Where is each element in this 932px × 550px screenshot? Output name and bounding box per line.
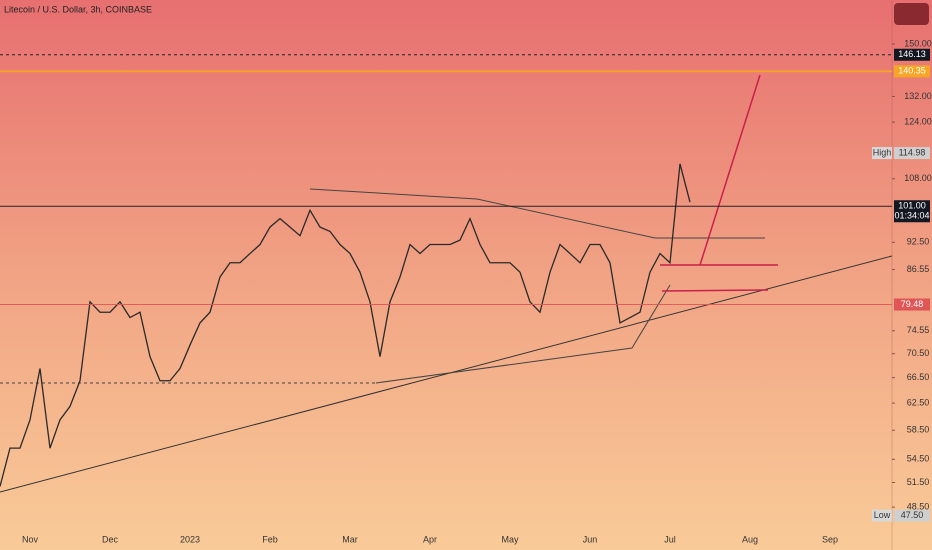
x-tick-label: Jul (664, 534, 676, 544)
y-tick-label: 92.50 (907, 237, 930, 247)
x-tick-label: May (501, 534, 519, 544)
y-tick-label: 70.50 (907, 348, 930, 358)
y-tick-label: 74.55 (907, 325, 930, 335)
price-tag: High (873, 147, 892, 157)
x-tick-label: Jun (583, 534, 598, 544)
x-tick-label: 2023 (180, 534, 200, 544)
x-tick-label: Sep (822, 534, 838, 544)
y-tick-label: 132.00 (904, 91, 932, 101)
projection (699, 74, 761, 266)
price-label: 146.13 (898, 49, 926, 59)
price-label: 114.98 (899, 147, 926, 157)
y-tick-label: 54.50 (907, 454, 930, 464)
price-tag-box (872, 147, 892, 160)
y-tick-label: 108.00 (904, 173, 932, 183)
price-label-box (894, 48, 930, 61)
x-tick-label: Nov (22, 534, 39, 544)
y-tick-label: 62.50 (907, 397, 930, 407)
countdown: 01:34:04 (894, 211, 929, 221)
y-tick-label: 150.00 (904, 38, 932, 48)
trendline (309, 188, 765, 239)
y-tick-label: 124.00 (904, 116, 932, 126)
x-tick-label: Aug (742, 534, 758, 544)
price-label-box (894, 298, 930, 311)
price-tag: Low (874, 510, 891, 520)
price-label: 47.50 (901, 510, 924, 520)
trendline (0, 255, 893, 493)
x-tick-label: Mar (342, 534, 358, 544)
menu-button[interactable] (894, 3, 929, 25)
price-label-box (894, 147, 930, 160)
price-label-box (894, 200, 930, 223)
price-label-box (894, 65, 930, 78)
x-tick-label: Apr (423, 534, 437, 544)
y-tick-label: 66.50 (907, 372, 930, 382)
level-line (661, 289, 769, 292)
y-tick-label: 51.50 (907, 477, 930, 487)
x-tick-label: Feb (262, 534, 278, 544)
chart-title: Litecoin / U.S. Dollar, 3h, COINBASE (4, 4, 152, 14)
price-label: 140.35 (898, 66, 926, 76)
price-label: 101.00 (898, 201, 926, 211)
price-line (0, 163, 691, 487)
x-tick-label: Dec (102, 534, 119, 544)
price-tag-box (872, 509, 892, 522)
y-tick-label: 48.50 (907, 501, 930, 511)
price-label: 79.48 (901, 299, 924, 309)
y-tick-label: 58.50 (907, 425, 930, 435)
trendline (375, 284, 671, 384)
price-label-box (894, 509, 930, 522)
y-tick-label: 86.55 (907, 264, 930, 274)
drawings (0, 74, 893, 493)
